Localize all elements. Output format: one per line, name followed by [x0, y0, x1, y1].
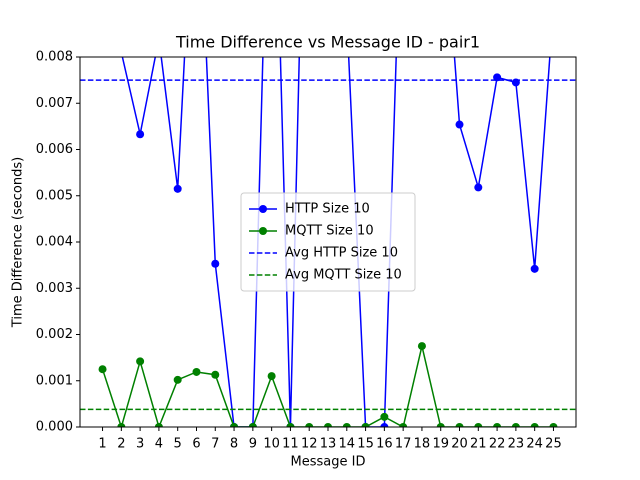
- x-tick-label: 1: [98, 437, 106, 452]
- data-point: [493, 423, 502, 427]
- x-axis-label: Message ID: [291, 455, 366, 470]
- data-point: [117, 423, 126, 427]
- x-tick-label: 20: [451, 437, 468, 452]
- legend-box: [240, 192, 416, 292]
- data-point: [474, 183, 483, 192]
- chart-title: Time Difference vs Message ID - pair1: [175, 33, 480, 52]
- y-tick-label: 0.003: [36, 281, 73, 296]
- y-tick-label: 0.002: [36, 327, 73, 342]
- data-point: [549, 423, 558, 427]
- x-tick-label: 15: [357, 437, 374, 452]
- data-point: [211, 370, 220, 379]
- plot-area: [80, 57, 576, 427]
- x-tick-label: 22: [489, 437, 506, 452]
- y-axis-label: Time Difference (seconds): [11, 157, 26, 328]
- x-tick-label: 5: [174, 437, 182, 452]
- legend-marker: [259, 205, 267, 213]
- data-point: [455, 120, 464, 129]
- x-tick-label: 16: [376, 437, 393, 452]
- data-point: [305, 423, 314, 427]
- data-point: [399, 423, 408, 427]
- legend-label: HTTP Size 10: [285, 202, 370, 217]
- legend: HTTP Size 10 MQTT Size 10 Avg HTTP Size 10…: [240, 192, 416, 292]
- data-point: [530, 264, 539, 273]
- legend-marker: [259, 227, 267, 235]
- data-point: [173, 375, 182, 384]
- data-point: [286, 423, 295, 427]
- x-tick-label: 13: [320, 437, 337, 452]
- y-tick-label: 0.005: [36, 188, 73, 203]
- x-tick-label: 2: [117, 437, 125, 452]
- data-point: [342, 423, 351, 427]
- x-tick-label: 18: [414, 437, 431, 452]
- x-tick-label: 24: [526, 437, 543, 452]
- data-point: [98, 365, 107, 374]
- y-tick-label: 0.000: [36, 420, 73, 435]
- data-point: [455, 423, 464, 427]
- y-tick-label: 0.001: [36, 373, 73, 388]
- data-point: [248, 423, 257, 427]
- x-tick-label: 10: [263, 437, 280, 452]
- data-point: [417, 342, 426, 351]
- data-point: [436, 423, 445, 427]
- x-tick-label: 14: [339, 437, 356, 452]
- x-tick-label: 11: [282, 437, 299, 452]
- data-point: [230, 423, 239, 427]
- data-point: [511, 423, 520, 427]
- data-point: [192, 367, 201, 376]
- overlay: 0.000 0.001 0.002 0.003 0.004 0.005 0.006 0.007…: [36, 50, 562, 452]
- data-point: [380, 412, 389, 421]
- y-tick-label: 0.008: [36, 50, 73, 65]
- x-tick-label: 3: [136, 437, 144, 452]
- x-tick-label: 9: [249, 437, 257, 452]
- data-point: [380, 423, 389, 427]
- data-point: [173, 184, 182, 193]
- x-tick-label: 8: [230, 437, 238, 452]
- data-point: [211, 259, 220, 268]
- data-point: [493, 73, 502, 82]
- x-tick-label: 21: [470, 437, 487, 452]
- data-point: [154, 423, 163, 427]
- data-point: [530, 423, 539, 427]
- y-tick-label: 0.004: [36, 235, 73, 250]
- x-tick-label: 17: [395, 437, 412, 452]
- legend-label: Avg HTTP Size 10: [285, 246, 398, 261]
- data-point: [324, 423, 332, 427]
- x-tick-label: 7: [211, 437, 219, 452]
- data-point: [361, 423, 370, 427]
- x-tick-label: 12: [301, 437, 318, 452]
- x-tick-label: 19: [432, 437, 449, 452]
- data-point: [136, 357, 145, 366]
- x-tick-label: 23: [508, 437, 525, 452]
- legend-label: Avg MQTT Size 10: [285, 268, 402, 283]
- legend-label: MQTT Size 10: [285, 224, 374, 239]
- data-point: [474, 423, 483, 427]
- data-point: [267, 372, 276, 381]
- y-tick-label: 0.007: [36, 96, 73, 111]
- data-point: [136, 130, 145, 139]
- y-tick-label: 0.006: [36, 142, 73, 157]
- x-tick-label: 6: [192, 437, 200, 452]
- x-tick-label: 4: [155, 437, 163, 452]
- x-tick-label: 25: [545, 437, 562, 452]
